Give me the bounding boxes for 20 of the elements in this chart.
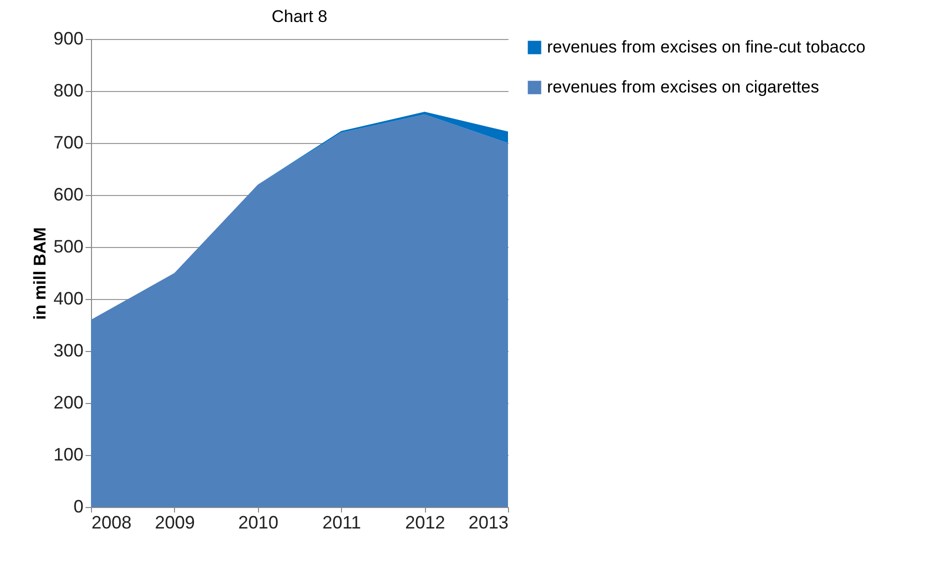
legend-label: revenues from excises on fine-cut tobacco (547, 38, 866, 56)
y-tick-label: 700 (53, 132, 84, 152)
y-tick-label: 600 (53, 184, 84, 204)
y-tick-label: 0 (73, 496, 84, 516)
y-axis-title: in mill BAM (30, 227, 50, 320)
y-tick-label: 800 (53, 80, 84, 100)
x-tick-label: 2008 (92, 512, 132, 532)
x-tick-label: 2009 (154, 512, 195, 532)
x-tick-label: 2013 (468, 512, 508, 532)
y-tick-label: 900 (53, 28, 84, 48)
x-tick-label: 2011 (322, 512, 362, 532)
legend-label: revenues from excises on cigarettes (547, 78, 820, 96)
x-tick-label: 2012 (405, 512, 446, 532)
y-tick-label: 400 (53, 288, 84, 308)
chart-title: Chart 8 (272, 7, 328, 26)
y-tick-label: 300 (53, 340, 84, 360)
y-tick-label: 200 (53, 392, 84, 412)
y-tick-label: 500 (53, 236, 84, 256)
x-tick-label: 2010 (238, 512, 278, 532)
y-tick-label: 100 (53, 444, 84, 464)
